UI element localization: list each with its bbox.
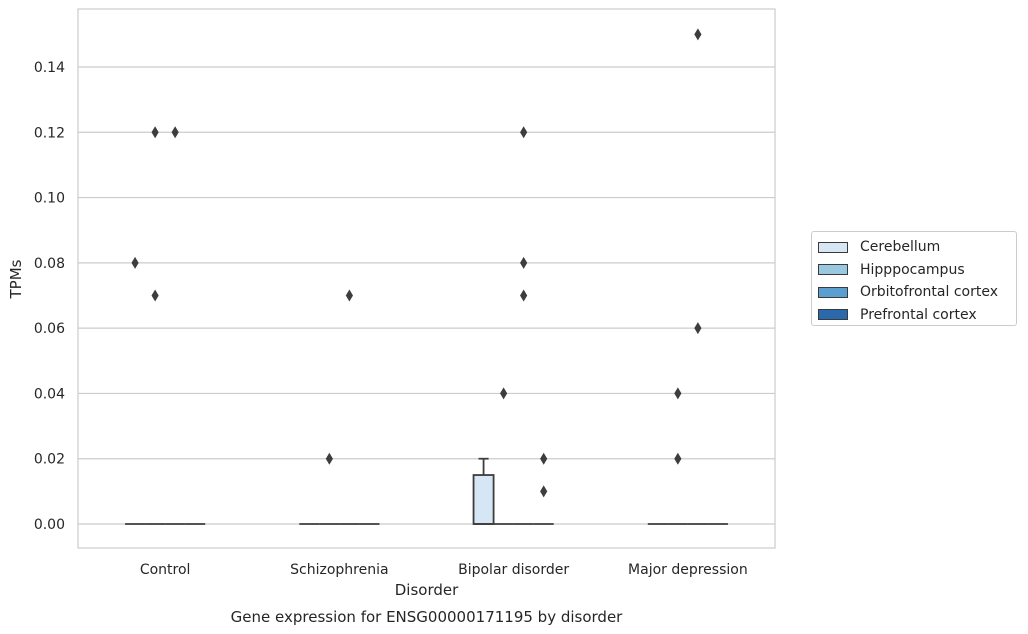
- y-tick-label: 0.00: [34, 517, 65, 533]
- x-axis-ticks: Control Schizophrenia Bipolar disorder Majo…: [140, 562, 748, 578]
- y-axis-ticks: 0.00 0.02 0.04 0.06 0.08 0.10 0.12 0.14: [34, 60, 65, 533]
- outlier-point: [151, 289, 159, 302]
- y-tick-label: 0.04: [34, 386, 65, 402]
- grid-lines: [78, 66, 775, 525]
- outlier-point: [520, 256, 528, 269]
- outlier-point: [131, 256, 139, 269]
- plot-area-frame: [77, 8, 776, 549]
- outlier-point: [674, 387, 682, 400]
- outlier-point: [540, 452, 548, 465]
- legend-label: Orbitofrontal cortex: [860, 284, 998, 301]
- x-axis-title: Disorder: [395, 581, 459, 599]
- outlier-points: [131, 28, 702, 498]
- outlier-point: [345, 289, 353, 302]
- outlier-point: [500, 387, 508, 400]
- legend-label: Cerebellum: [860, 239, 941, 256]
- x-tick-label: Schizophrenia: [290, 562, 388, 578]
- x-tick-label: Bipolar disorder: [458, 562, 569, 578]
- chart-caption: Gene expression for ENSG00000171195 by d…: [231, 608, 624, 626]
- outlier-point: [674, 452, 682, 465]
- outlier-point: [151, 126, 159, 139]
- y-tick-label: 0.14: [34, 60, 65, 76]
- y-tick-label: 0.08: [34, 256, 65, 272]
- outlier-point: [520, 289, 528, 302]
- outlier-point: [694, 28, 702, 41]
- outlier-point: [540, 485, 548, 498]
- legend-item: Orbitofrontal cortex: [818, 281, 1016, 304]
- y-axis-title: TPMs: [7, 259, 25, 299]
- y-tick-label: 0.02: [34, 452, 65, 468]
- legend-item: Prefrontal cortex: [818, 304, 1016, 327]
- box-body: [472, 474, 495, 525]
- x-tick-label: Major depression: [628, 562, 748, 578]
- x-tick-label: Control: [140, 562, 191, 578]
- outlier-point: [520, 126, 528, 139]
- box-series: [125, 457, 728, 525]
- legend-swatch: [818, 309, 848, 321]
- legend-label: Prefrontal cortex: [860, 306, 977, 323]
- y-tick-label: 0.06: [34, 321, 65, 337]
- y-tick-label: 0.10: [34, 191, 65, 207]
- box-cerebellum: [472, 457, 495, 525]
- legend-swatch: [818, 264, 848, 276]
- legend-label: Hipppocampus: [860, 261, 965, 278]
- legend: Cerebellum Hipppocampus Orbitofrontal cort…: [811, 231, 1017, 326]
- outlier-point: [694, 322, 702, 335]
- legend-item: Cerebellum: [818, 236, 1016, 259]
- y-tick-label: 0.12: [34, 125, 65, 141]
- legend-item: Hipppocampus: [818, 259, 1016, 282]
- outlier-point: [171, 126, 179, 139]
- legend-swatch: [818, 286, 848, 298]
- outlier-point: [325, 452, 333, 465]
- legend-swatch: [818, 241, 848, 253]
